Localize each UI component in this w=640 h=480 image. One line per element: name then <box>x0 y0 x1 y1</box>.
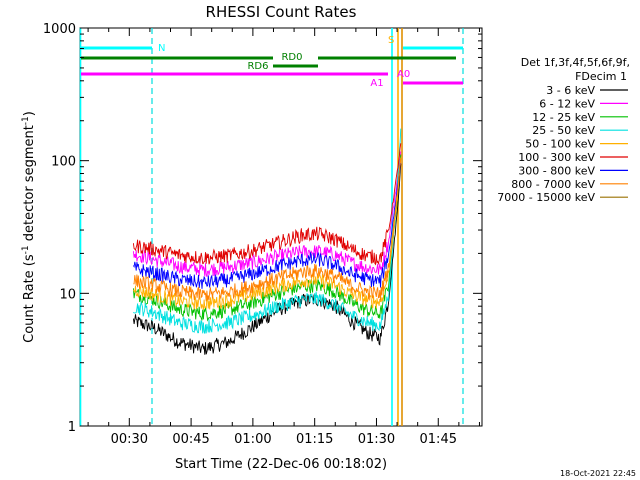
x-tick-label: 01:00 <box>234 432 271 447</box>
y-tick-label: 10 <box>59 287 76 302</box>
x-tick-label: 01:45 <box>420 432 457 447</box>
state-bars: N S RD0 RD6 A1 A0 <box>81 35 463 89</box>
legend-entry-label: 12 - 25 keV <box>532 111 595 124</box>
y-tick-label: 100 <box>51 155 76 170</box>
legend-entry-label: 300 - 800 keV <box>518 164 595 177</box>
series-line-0 <box>132 163 402 355</box>
legend-entry-label: 3 - 6 keV <box>546 84 595 97</box>
legend-entry-label: 100 - 300 keV <box>518 151 595 164</box>
x-tick-label: 00:45 <box>172 432 209 447</box>
y-tick-label: 1 <box>68 420 76 435</box>
series-line-1 <box>132 151 402 277</box>
legend-entry-label: 7000 - 15000 keV <box>497 191 595 204</box>
legend-entry-label: 800 - 7000 keV <box>511 178 595 191</box>
x-axis-label: Start Time (22-Dec-06 00:18:02) <box>175 457 387 472</box>
state-bar-label: A0 <box>397 69 410 80</box>
x-tick-label: 00:30 <box>111 432 148 447</box>
x-tick-label: 01:15 <box>296 432 333 447</box>
state-bar-label: A1 <box>370 78 383 89</box>
series-line-7 <box>133 158 402 302</box>
series-line-6 <box>133 162 402 289</box>
state-bar-label: S <box>388 35 394 46</box>
y-axis-label: Count Rate (s-1 detector segment-1) <box>21 111 37 343</box>
footer-timestamp: 18-Oct-2021 22:45 <box>560 469 636 478</box>
chart-title: RHESSI Count Rates <box>206 3 357 21</box>
legend-header-1: Det 1f,3f,4f,5f,6f,9f, <box>521 56 630 69</box>
series-line-5 <box>132 143 402 266</box>
y-tick-label: 1000 <box>43 22 76 37</box>
legend-entry-label: 6 - 12 keV <box>539 97 595 110</box>
legend-header-2: FDecim 1 <box>575 70 627 83</box>
legend-entry-label: 50 - 100 keV <box>525 138 595 151</box>
state-bar-label: N <box>158 43 165 54</box>
legend: Det 1f,3f,4f,5f,6f,9f, FDecim 1 3 - 6 ke… <box>497 56 630 204</box>
legend-entry-label: 25 - 50 keV <box>532 124 595 137</box>
series-line-4 <box>133 157 402 311</box>
state-bar-label: RD6 <box>247 61 268 72</box>
state-bar-label: RD0 <box>281 52 302 63</box>
series-lines <box>132 128 402 355</box>
series-line-3 <box>133 128 402 334</box>
x-tick-label: 01:30 <box>358 432 395 447</box>
axes: 00:30 00:45 01:00 01:15 01:30 01:45 1 10 100 1000 <box>43 22 482 447</box>
